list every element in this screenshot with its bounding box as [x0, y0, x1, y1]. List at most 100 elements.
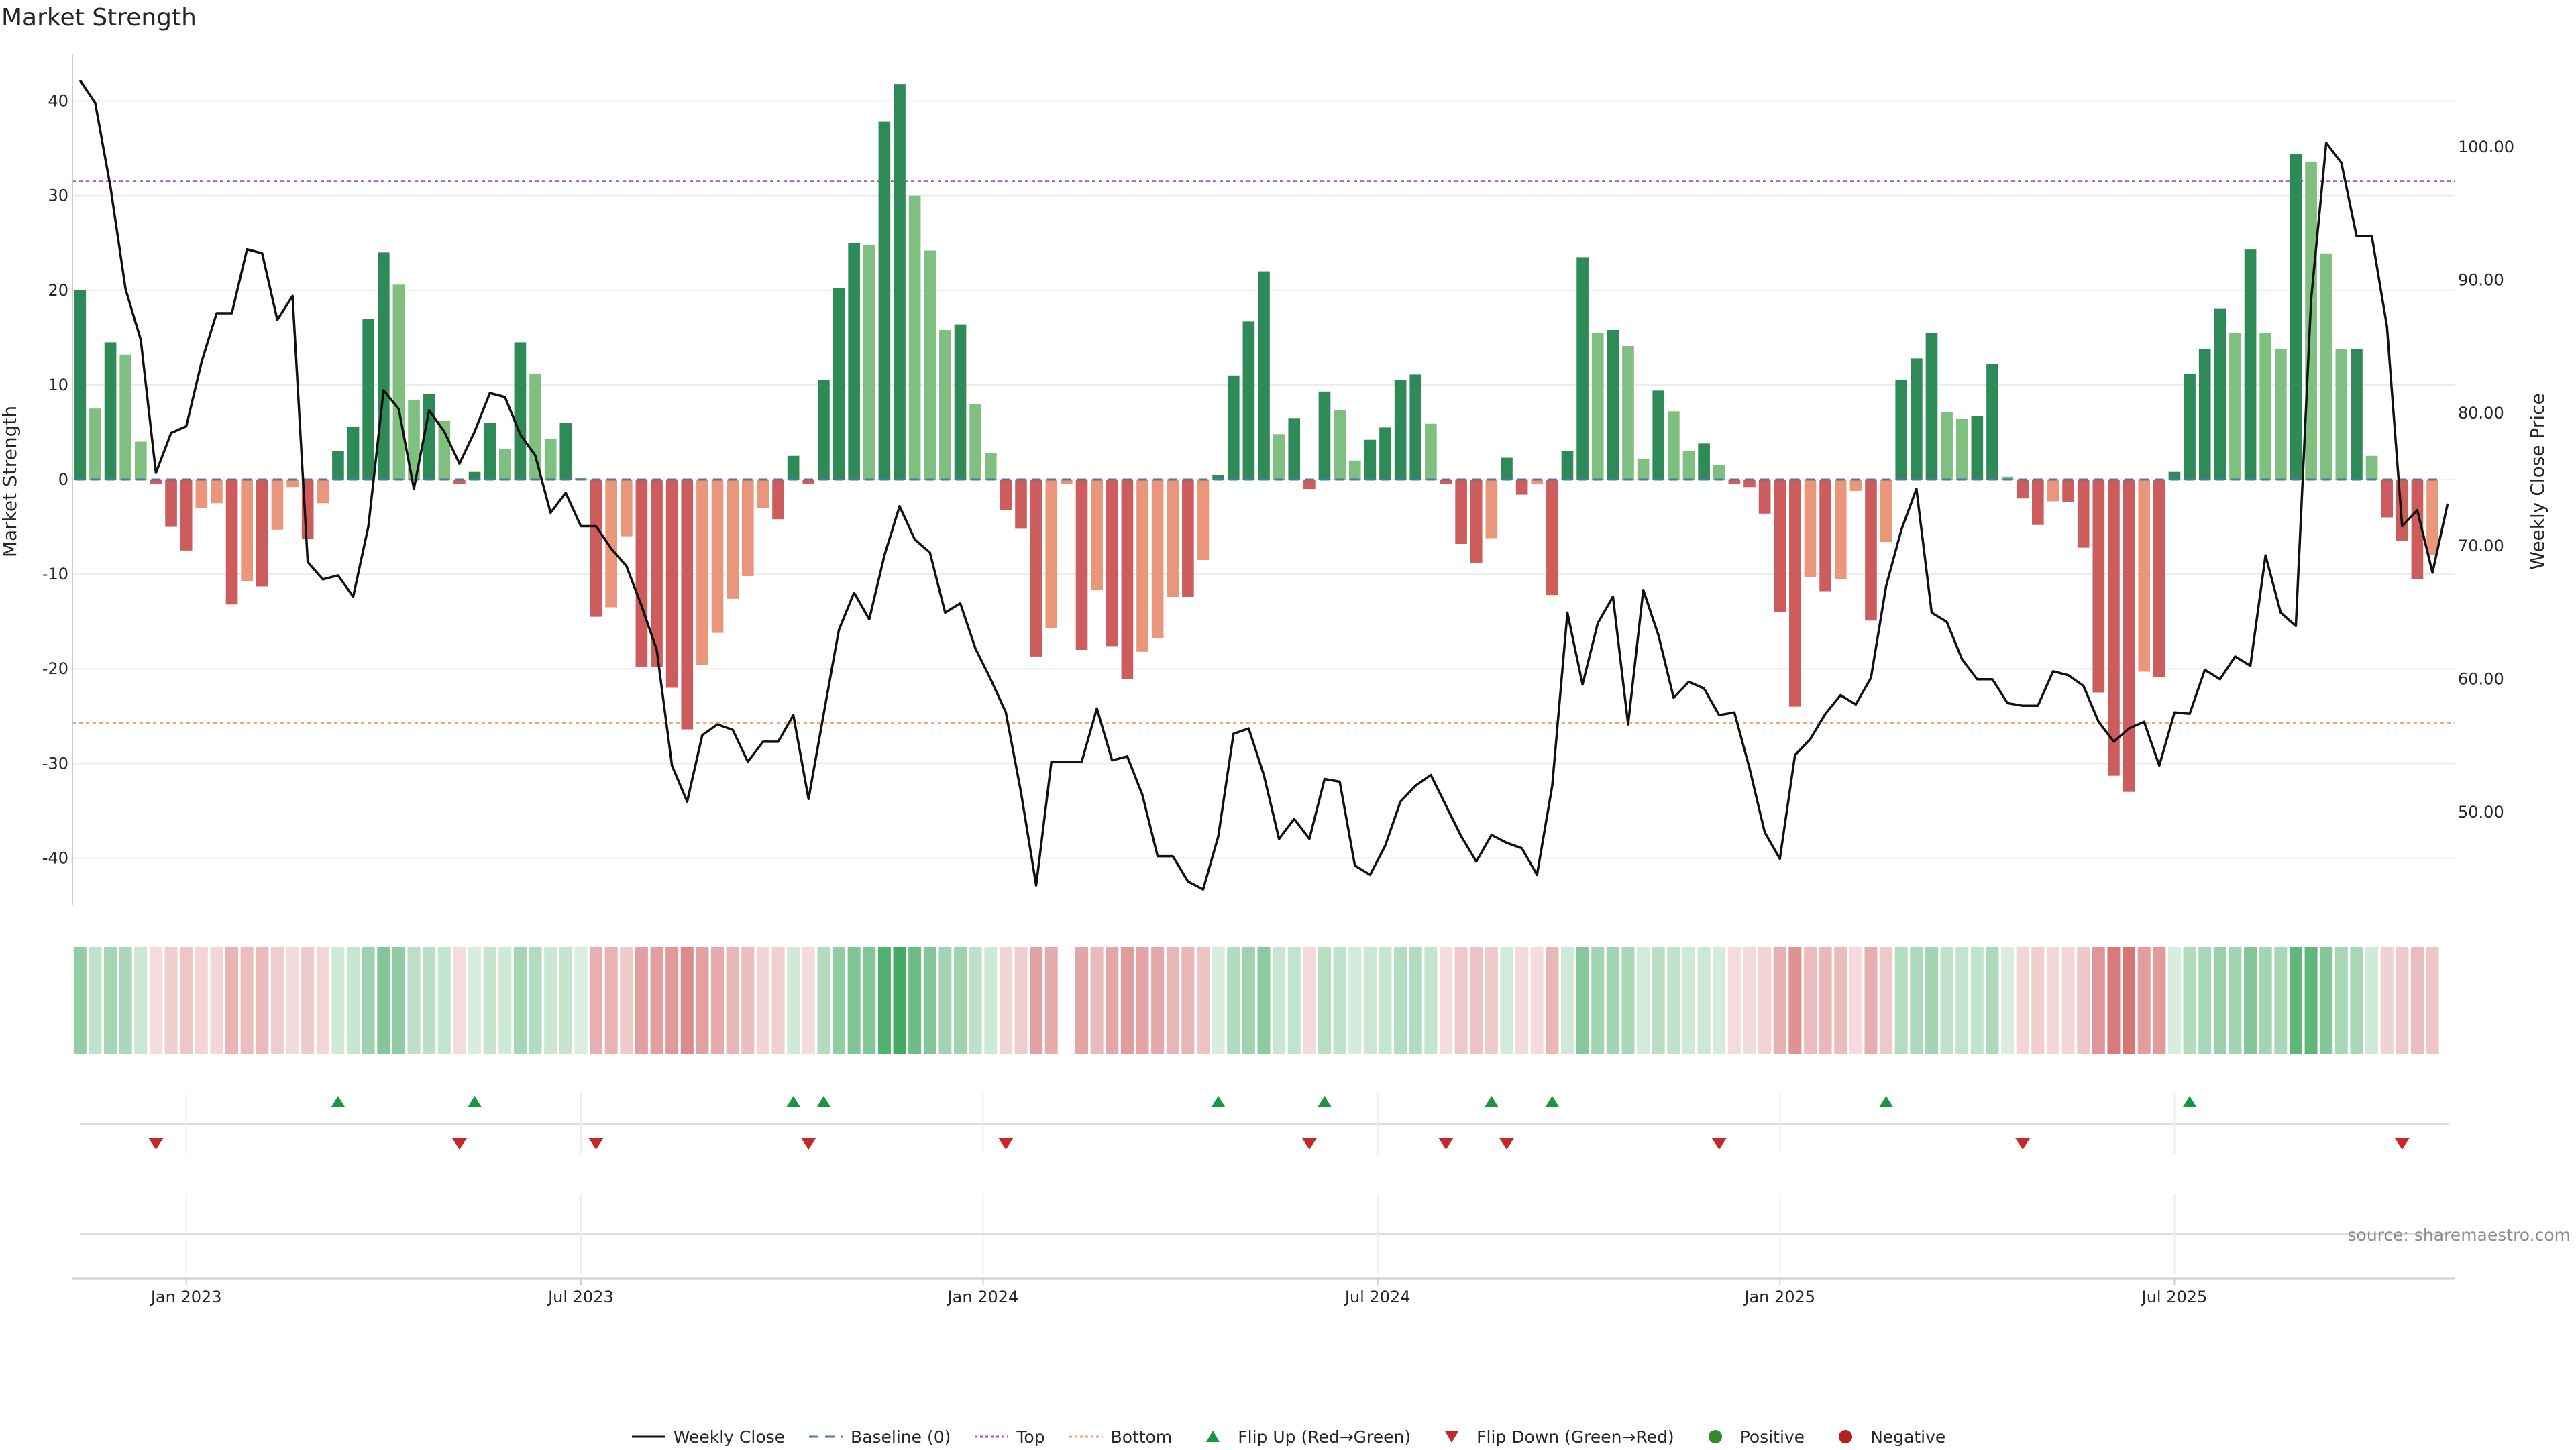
heat-cell [149, 947, 162, 1054]
strength-bar [2077, 480, 2090, 548]
heat-cell [1560, 947, 1574, 1054]
left-tick-label: 40 [48, 92, 68, 111]
heat-cell [544, 947, 557, 1054]
strength-bar [620, 480, 633, 537]
heat-cell [1485, 947, 1498, 1054]
heat-cell [833, 947, 846, 1054]
heat-cell [954, 947, 967, 1054]
strength-bar [2396, 480, 2408, 541]
strength-bar [1273, 434, 1285, 480]
strength-bar [1348, 460, 1361, 480]
strength-bar [104, 342, 117, 480]
heat-cell [696, 947, 709, 1054]
heat-cell [2426, 947, 2439, 1054]
heat-cell [847, 947, 861, 1054]
heat-cell [453, 947, 466, 1054]
strength-bar [1941, 412, 1953, 480]
heat-cell [1727, 947, 1741, 1054]
heat-cell [2198, 947, 2212, 1054]
strength-bar [1121, 480, 1134, 679]
strength-bar [317, 480, 329, 504]
legend-item: Positive [1697, 1427, 1805, 1447]
legend-label: Flip Up (Red→Green) [1238, 1427, 1411, 1447]
heat-cell [787, 947, 800, 1054]
x-tick-label: Jul 2023 [547, 1288, 614, 1306]
heat-cell [1394, 947, 1407, 1054]
heat-cell [1348, 947, 1362, 1054]
strength-bar [286, 480, 299, 488]
strength-bar [1911, 358, 1923, 480]
strength-bar [347, 426, 360, 480]
heat-cell [1120, 947, 1134, 1054]
chart-title: Market Strength [1, 4, 197, 32]
strength-bar [1030, 480, 1042, 657]
flip-down-marker [2394, 1138, 2410, 1150]
heat-cell [938, 947, 952, 1054]
strength-bar [544, 439, 557, 480]
strength-bar [2001, 476, 2014, 480]
strength-bar [1561, 451, 1574, 480]
strength-bar [878, 121, 891, 480]
strength-bar [1743, 480, 1756, 488]
legend-label: Weekly Close [673, 1427, 786, 1447]
left-tick-label: 30 [48, 186, 68, 205]
flip-up-marker [816, 1096, 830, 1107]
strength-bar [1440, 480, 1452, 485]
heat-cell [1106, 947, 1119, 1054]
strength-bar [484, 423, 496, 480]
strength-bar [2184, 373, 2196, 480]
heat-cell [1227, 947, 1240, 1054]
strength-bar [696, 480, 708, 665]
flip-down-marker [1711, 1138, 1727, 1150]
strength-bar [271, 480, 284, 530]
strength-bar [939, 330, 951, 480]
strength-bar [635, 480, 648, 667]
left-tick-label: 10 [48, 376, 68, 394]
flip-down-marker [2015, 1138, 2031, 1150]
strength-bar [969, 404, 981, 480]
strength-bar [1167, 480, 1179, 597]
heat-cell [437, 947, 451, 1054]
strength-bar [1061, 480, 1073, 485]
strength-bar [1789, 480, 1801, 707]
right-tick-label: 70.00 [2458, 537, 2504, 555]
strength-bar [1668, 411, 1680, 480]
strength-bar [134, 441, 147, 480]
strength-bar [1698, 443, 1710, 480]
heat-cell [1803, 947, 1817, 1054]
heat-cell [1014, 947, 1028, 1054]
strength-bar [1925, 333, 1938, 480]
legend-label: Flip Down (Green→Red) [1477, 1427, 1674, 1447]
heat-cell [1181, 947, 1195, 1054]
strength-bars [74, 84, 2438, 792]
strength-bar [665, 480, 678, 688]
dash-legend-icon [809, 1435, 843, 1438]
flip-down-marker [1499, 1138, 1514, 1150]
left-tick-label: -30 [42, 754, 68, 773]
heat-cell [1212, 947, 1225, 1054]
legend-item: Weekly Close [631, 1427, 785, 1447]
heat-cell [1530, 947, 1544, 1054]
strength-bar [2320, 253, 2332, 480]
heat-cell [1075, 947, 1089, 1054]
heat-cell [1242, 947, 1255, 1054]
strength-bar [1774, 480, 1786, 612]
heat-cell [89, 947, 102, 1054]
strength-bar [1075, 480, 1088, 650]
strength-bar [1834, 480, 1847, 579]
heat-cell [2259, 947, 2272, 1054]
heat-cell [240, 947, 254, 1054]
heat-cell [483, 947, 496, 1054]
strength-bar [848, 243, 860, 480]
strength-bar [165, 480, 177, 527]
strength-bar [1409, 374, 1422, 480]
flip-down-marker [801, 1138, 816, 1150]
heat-cell [210, 947, 223, 1054]
heat-cell [1166, 947, 1179, 1054]
dot-legend-icon [1069, 1435, 1103, 1438]
legend: Weekly Close Baseline (0) Top Bottom Flip Up… [0, 1423, 2576, 1450]
strength-bar [392, 284, 405, 480]
strength-bar [1197, 480, 1210, 560]
left-tick-label: -40 [42, 848, 68, 867]
strength-bar [2032, 480, 2044, 525]
